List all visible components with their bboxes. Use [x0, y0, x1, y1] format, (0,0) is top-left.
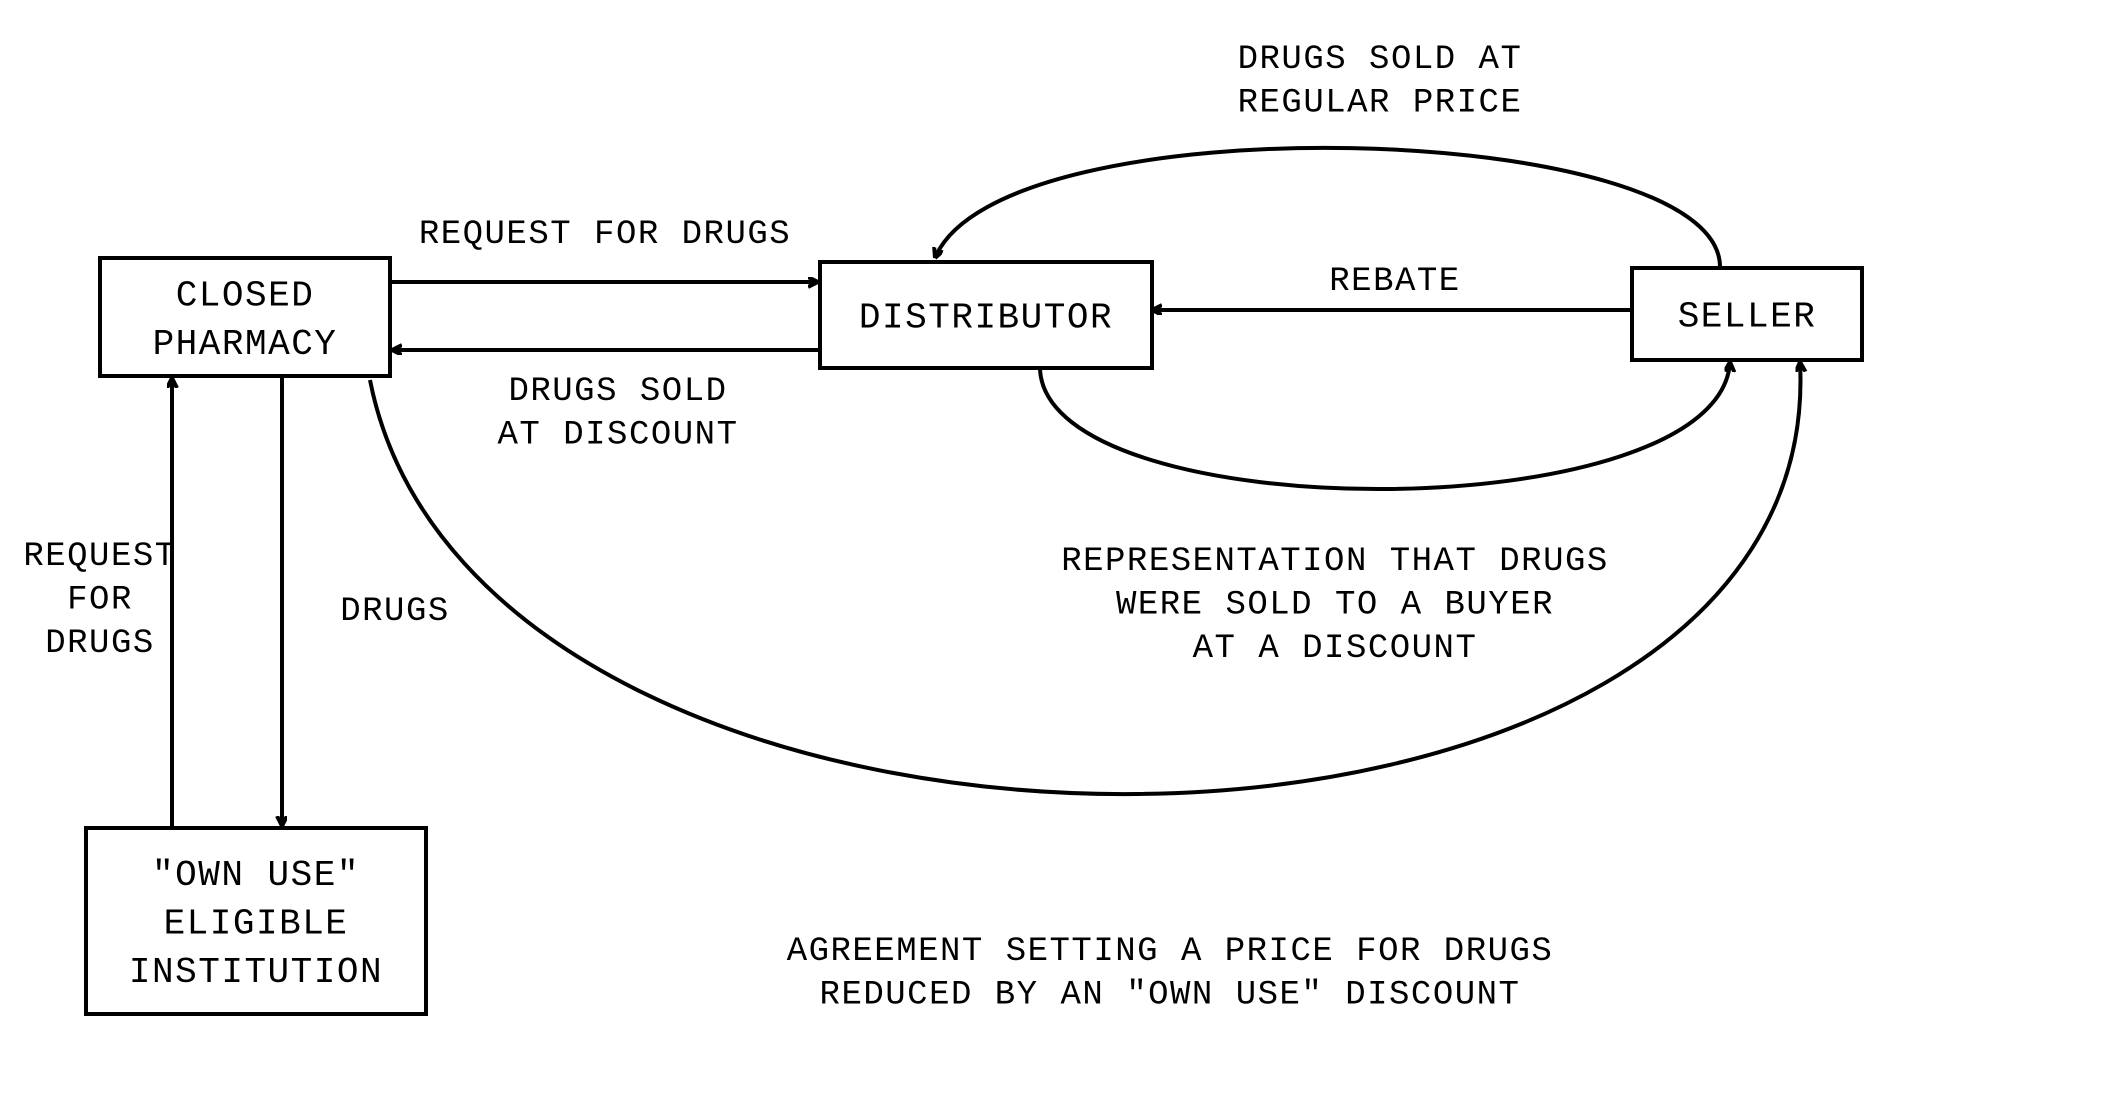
edge-request-for-drugs-bottom: REQUESTFORDRUGS — [23, 378, 176, 826]
edge-label-representation-discount: REPRESENTATION THAT DRUGSWERE SOLD TO A … — [1061, 543, 1609, 668]
flow-diagram: REQUEST FOR DRUGS DRUGS SOLDAT DISCOUNT RE… — [0, 0, 2108, 1095]
node-closed-pharmacy: CLOSEDPHARMACY — [100, 258, 390, 376]
node-seller: SELLER — [1632, 268, 1862, 360]
edge-drugs-sold-regular-price: DRUGS SOLD ATREGULAR PRICE — [935, 41, 1720, 267]
edge-label-agreement-own-use-discount: AGREEMENT SETTING A PRICE FOR DRUGSREDUC… — [787, 933, 1554, 1015]
node-distributor: DISTRIBUTOR — [820, 262, 1152, 368]
node-own-use-institution: "OWN USE"ELIGIBLEINSTITUTION — [86, 828, 426, 1014]
edge-label-request-for-drugs-top: REQUEST FOR DRUGS — [419, 216, 791, 254]
edge-drugs-sold-at-discount: DRUGS SOLDAT DISCOUNT — [392, 350, 818, 455]
edge-agreement-own-use-discount: AGREEMENT SETTING A PRICE FOR DRUGSREDUC… — [370, 362, 1800, 1015]
edge-request-for-drugs-top: REQUEST FOR DRUGS — [392, 216, 818, 282]
edge-label-rebate: REBATE — [1329, 263, 1460, 301]
edge-label-drugs-sold-regular-price: DRUGS SOLD ATREGULAR PRICE — [1238, 41, 1523, 123]
node-label-own-use-institution: "OWN USE"ELIGIBLEINSTITUTION — [129, 855, 383, 993]
node-label-distributor: DISTRIBUTOR — [859, 298, 1113, 339]
node-label-seller: SELLER — [1678, 297, 1817, 338]
edge-label-request-for-drugs-bottom: REQUESTFORDRUGS — [23, 538, 176, 663]
edge-rebate: REBATE — [1152, 263, 1630, 310]
edge-drugs-down: DRUGS — [282, 378, 450, 826]
edge-representation-discount: REPRESENTATION THAT DRUGSWERE SOLD TO A … — [1040, 362, 1730, 668]
edge-label-drugs-down: DRUGS — [340, 593, 450, 631]
edge-label-drugs-sold-at-discount: DRUGS SOLDAT DISCOUNT — [498, 373, 739, 455]
